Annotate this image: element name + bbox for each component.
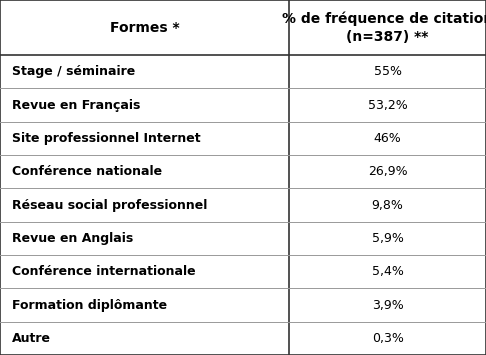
- Text: 46%: 46%: [374, 132, 401, 145]
- Text: Formation diplômante: Formation diplômante: [12, 299, 167, 311]
- Text: Réseau social professionnel: Réseau social professionnel: [12, 198, 208, 212]
- Text: Formes *: Formes *: [110, 21, 179, 34]
- Text: Revue en Français: Revue en Français: [12, 99, 140, 111]
- Text: Autre: Autre: [12, 332, 51, 345]
- Text: Stage / séminaire: Stage / séminaire: [12, 65, 136, 78]
- Text: 26,9%: 26,9%: [368, 165, 407, 178]
- Text: 3,9%: 3,9%: [372, 299, 403, 311]
- Text: Conférence internationale: Conférence internationale: [12, 265, 196, 278]
- Text: Site professionnel Internet: Site professionnel Internet: [12, 132, 201, 145]
- Text: 5,9%: 5,9%: [372, 232, 403, 245]
- Text: Revue en Anglais: Revue en Anglais: [12, 232, 133, 245]
- Text: 0,3%: 0,3%: [372, 332, 403, 345]
- Text: Conférence nationale: Conférence nationale: [12, 165, 162, 178]
- Text: 5,4%: 5,4%: [372, 265, 403, 278]
- Text: % de fréquence de citation
(n=387) **: % de fréquence de citation (n=387) **: [282, 11, 486, 44]
- Text: 55%: 55%: [374, 65, 401, 78]
- Text: 9,8%: 9,8%: [372, 198, 403, 212]
- Text: 53,2%: 53,2%: [368, 99, 407, 111]
